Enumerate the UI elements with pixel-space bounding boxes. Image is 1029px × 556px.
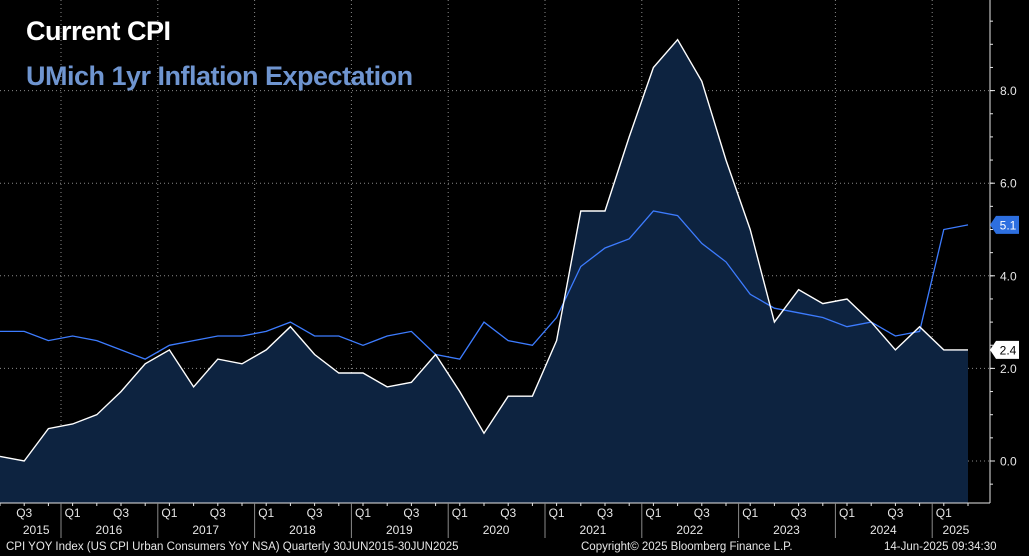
x-year-label: 2023 (773, 523, 800, 537)
footer-copyright: Copyright© 2025 Bloomberg Finance L.P. (581, 541, 793, 553)
x-quarter-label: Q3 (887, 506, 903, 520)
x-year-label: 2015 (23, 523, 50, 537)
y-tick-label: 0.0 (1000, 455, 1017, 469)
badge-cpi: 2.4 (990, 340, 1019, 359)
x-year-label: 2020 (483, 523, 510, 537)
x-year-label: 2021 (580, 523, 607, 537)
x-quarter-label: Q3 (500, 506, 516, 520)
end-value-badges: 5.1 2.4 (990, 215, 1019, 359)
x-year-label: 2022 (676, 523, 703, 537)
x-quarter-label: Q1 (161, 506, 177, 520)
badge-umich: 5.1 (990, 215, 1019, 234)
x-quarter-label: Q1 (936, 506, 952, 520)
x-quarter-label: Q1 (839, 506, 855, 520)
badge-umich-text: 5.1 (1000, 218, 1017, 232)
umich-expectation-line (0, 210, 969, 360)
x-quarter-label: Q3 (791, 506, 807, 520)
x-quarter-label: Q1 (258, 506, 274, 520)
y-tick-label: 4.0 (1000, 269, 1017, 283)
x-quarter-label: Q1 (452, 506, 468, 520)
y-tick-label: 2.0 (1000, 362, 1017, 376)
x-quarter-label: Q3 (113, 506, 129, 520)
x-quarter-label: Q1 (645, 506, 661, 520)
footer-series-description: CPI YOY Index (US CPI Urban Consumers Yo… (6, 541, 459, 553)
y-tick-label: 8.0 (1000, 84, 1017, 98)
x-quarter-label: Q3 (403, 506, 419, 520)
badge-cpi-text: 2.4 (1000, 343, 1017, 357)
x-quarter-label: Q3 (597, 506, 613, 520)
badge-umich-shape (990, 215, 1019, 234)
legend-umich-expectation: UMich 1yr Inflation Expectation (26, 61, 413, 91)
x-quarter-label: Q1 (549, 506, 565, 520)
x-year-label: 2019 (386, 523, 413, 537)
x-year-label: 2018 (289, 523, 316, 537)
x-year-label: 2017 (192, 523, 219, 537)
cpi-area-fill (0, 39, 968, 503)
x-year-label: 2025 (943, 523, 970, 537)
badge-cpi-shape (990, 340, 1019, 359)
footer-timestamp: 14-Jun-2025 09:34:30 (884, 541, 997, 553)
legend-current-cpi: Current CPI (26, 16, 171, 46)
y-tick-label: 6.0 (1000, 177, 1017, 191)
x-quarter-label: Q1 (355, 506, 371, 520)
x-quarter-label: Q1 (742, 506, 758, 520)
footer: CPI YOY Index (US CPI Urban Consumers Yo… (0, 538, 1029, 556)
x-quarter-label: Q3 (307, 506, 323, 520)
x-quarter-label: Q3 (16, 506, 32, 520)
x-year-label: 2024 (870, 523, 897, 537)
x-quarter-label: Q3 (210, 506, 226, 520)
current-cpi-line (0, 38, 968, 462)
x-year-label: 2016 (96, 523, 123, 537)
x-quarter-label: Q1 (65, 506, 81, 520)
axis-layer: 0.0 2.0 4.0 6.0 8.0 Q3 Q1 Q3 Q1 Q3 Q1 Q3 Q1 Q3 Q1 Q3 Q1 Q… (0, 0, 1017, 538)
x-quarter-label: Q3 (694, 506, 710, 520)
